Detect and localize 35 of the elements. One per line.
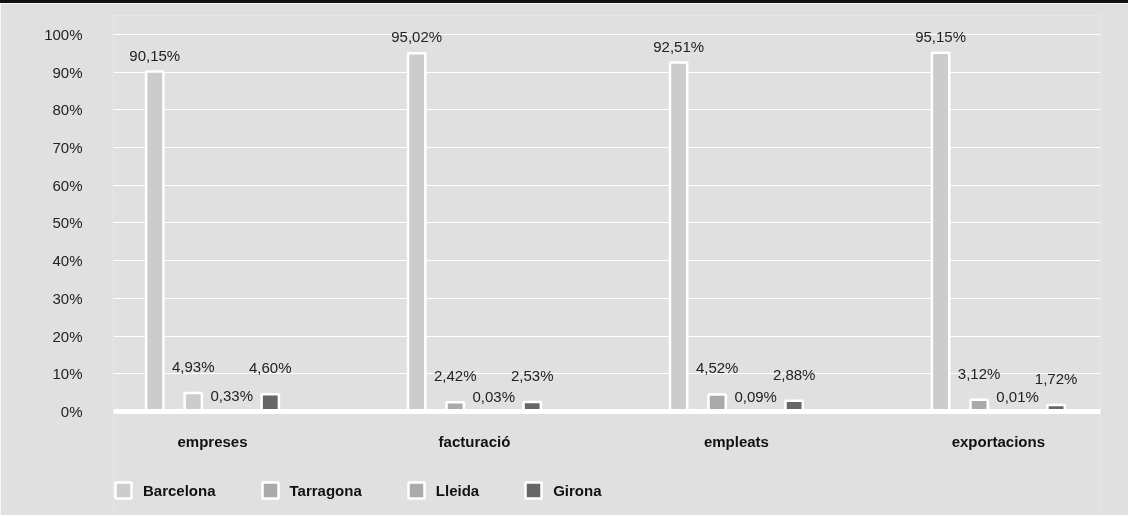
data-label: 1,72%: [1034, 370, 1078, 388]
y-tick-label: 80%: [52, 101, 83, 119]
data-label: 4,60%: [249, 359, 292, 377]
y-tick-label: 90%: [52, 63, 83, 81]
legend-label: Girona: [553, 480, 602, 500]
data-label: 2,88%: [772, 365, 816, 383]
data-label: 0,09%: [734, 388, 777, 406]
data-label: 0,01%: [996, 388, 1039, 406]
legend-label: Tarragona: [289, 480, 362, 500]
data-label: 92,51%: [653, 37, 705, 55]
x-tick-label: exportacions: [951, 432, 1046, 450]
data-label: 95,02%: [391, 28, 443, 46]
data-label: 90,15%: [129, 46, 181, 64]
x-tick-label: facturació: [438, 432, 511, 450]
y-tick-label: 0%: [60, 403, 83, 420]
legend-label: Barcelona: [143, 480, 216, 500]
y-tick-label: 20%: [52, 327, 83, 345]
y-tick-label: 40%: [52, 252, 83, 270]
legend-label: Lleida: [435, 480, 480, 500]
y-tick-label: 60%: [52, 176, 83, 194]
data-label: 2,42%: [433, 367, 477, 385]
data-label: 4,93%: [172, 357, 215, 375]
data-label: 0,33%: [210, 387, 254, 405]
y-tick-label: 10%: [52, 365, 83, 383]
x-tick-label: empreses: [177, 432, 248, 450]
data-label: 4,52%: [695, 359, 739, 377]
x-tick-label: empleats: [703, 432, 769, 450]
data-label: 0,03%: [472, 388, 515, 406]
y-tick-label: 70%: [52, 139, 83, 156]
y-tick-label: 50%: [52, 214, 83, 232]
y-tick-label: 30%: [52, 289, 83, 307]
data-label: 95,15%: [915, 27, 967, 45]
y-tick-label: 100%: [44, 25, 83, 43]
data-label: 3,12%: [957, 364, 1001, 382]
data-label: 2,53%: [510, 366, 554, 384]
